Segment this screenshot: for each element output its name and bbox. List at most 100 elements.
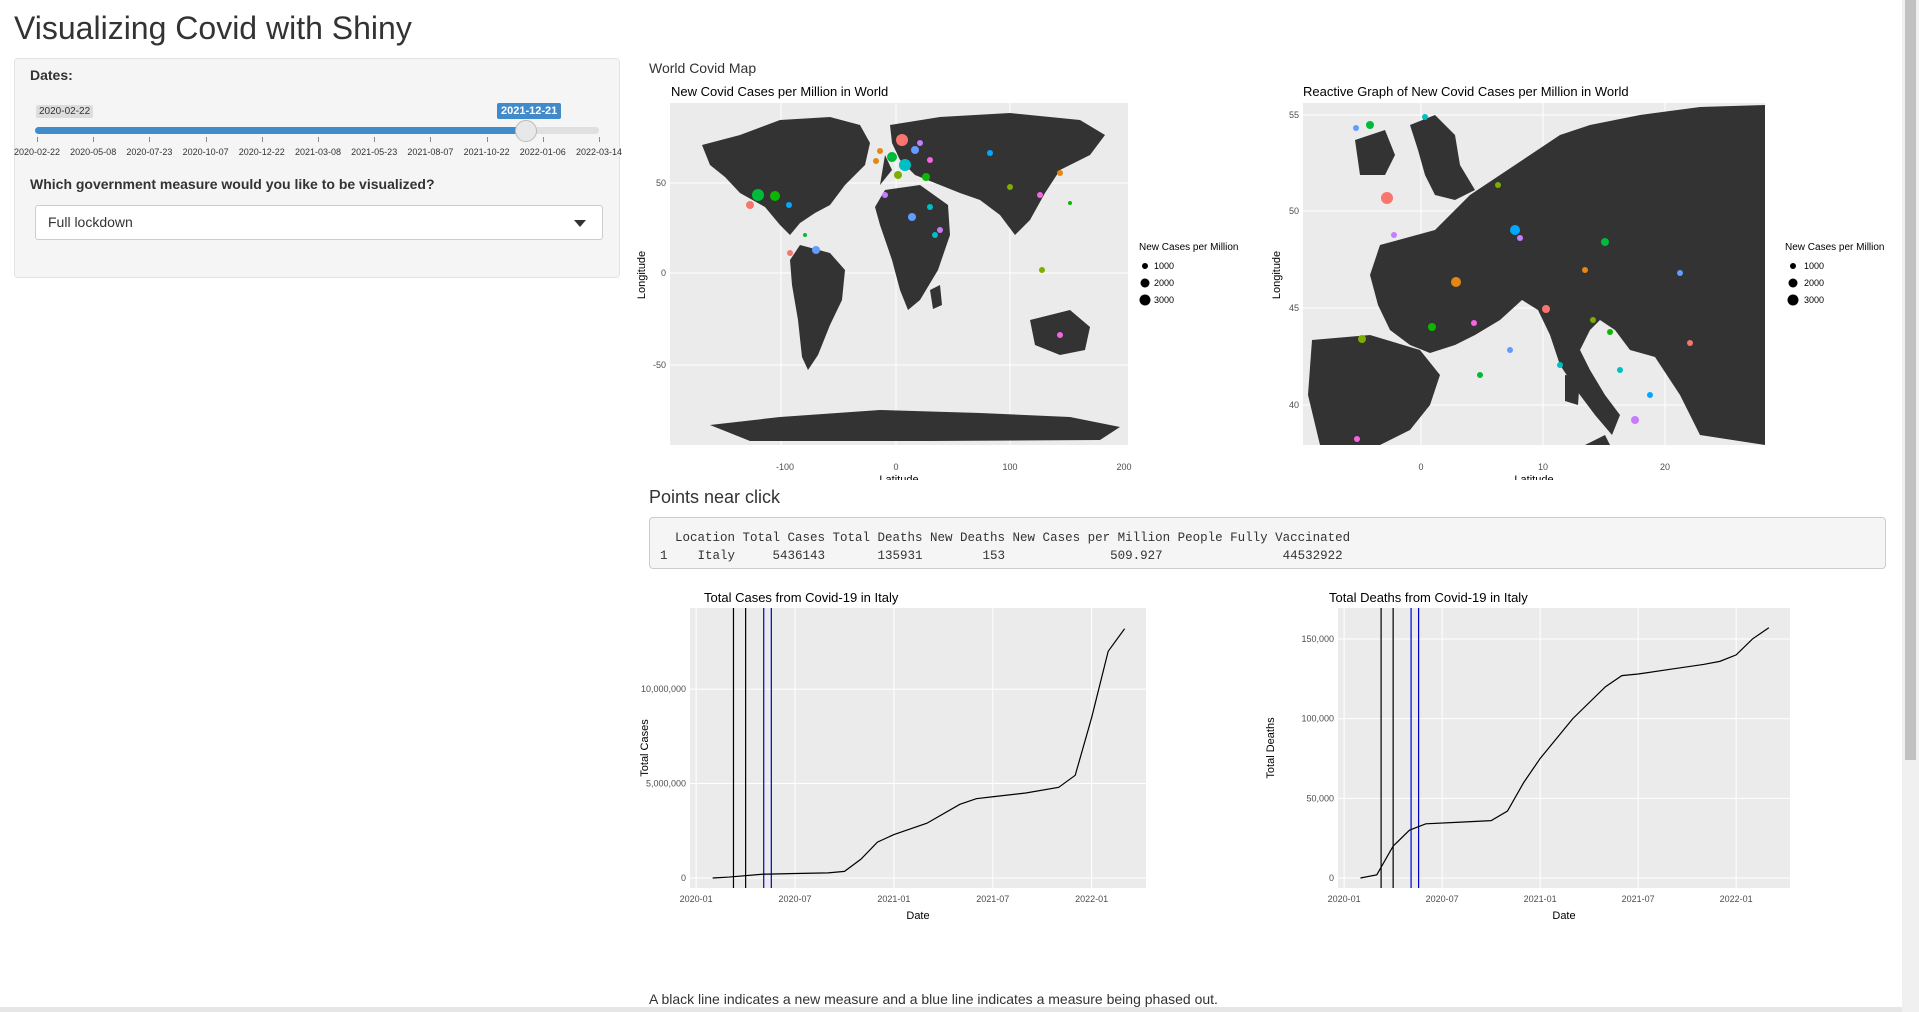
europe-xtick: 0 xyxy=(1418,462,1423,472)
footnote: A black line indicates a new measure and… xyxy=(649,991,1218,1007)
slider-tick-label: 2020-05-08 xyxy=(70,147,117,157)
legend-dot xyxy=(1142,263,1148,269)
europe-legend-item: 2000 xyxy=(1804,278,1824,288)
map-point xyxy=(911,146,919,154)
europe-landmass xyxy=(1308,105,1765,445)
map-point xyxy=(1517,235,1523,241)
slider-tick xyxy=(542,137,544,142)
x-tick-label: 2021-07 xyxy=(1622,894,1655,904)
world-xtick: 200 xyxy=(1116,462,1131,472)
map-point xyxy=(1422,114,1428,120)
cases-chart-title: Total Cases from Covid-19 in Italy xyxy=(704,590,899,605)
world-map-plot[interactable]: -100 0 100 200 50 0 -50 Latitude Longitu… xyxy=(630,95,1270,480)
map-point xyxy=(746,201,754,209)
world-axes: -100 0 100 200 50 0 -50 xyxy=(653,178,1132,472)
europe-axes: 0 10 20 55 50 45 40 xyxy=(1289,110,1670,472)
horizontal-scrollbar[interactable] xyxy=(0,1007,1902,1012)
map-point xyxy=(1647,392,1653,398)
slider-tick-label: 2020-02-22 xyxy=(13,147,61,157)
world-legend-title: New Cases per Million xyxy=(1139,242,1238,253)
world-xlabel: Latitude xyxy=(879,474,918,480)
slider-tick xyxy=(599,137,600,142)
chart-panel xyxy=(690,608,1146,888)
map-point xyxy=(932,232,938,238)
map-point xyxy=(908,213,916,221)
world-ytick: -50 xyxy=(653,360,666,370)
slider-tick xyxy=(486,137,488,142)
scrollbar-thumb[interactable] xyxy=(1905,0,1916,760)
map-point xyxy=(887,152,897,162)
map-point xyxy=(873,158,879,164)
y-tick-label: 150,000 xyxy=(1301,634,1334,644)
series-line xyxy=(712,628,1126,879)
x-tick-label: 2020-07 xyxy=(779,894,812,904)
map-point xyxy=(882,192,888,198)
world-data-points xyxy=(746,134,1072,338)
x-tick-label: 2020-01 xyxy=(680,894,713,904)
europe-xtick: 10 xyxy=(1538,462,1548,472)
y-axis-label: Total Cases xyxy=(639,719,651,777)
europe-plot-title: Reactive Graph of New Covid Cases per Mi… xyxy=(1303,84,1629,99)
map-point xyxy=(894,171,902,179)
x-tick-label: 2021-01 xyxy=(1524,894,1557,904)
legend-dot xyxy=(1140,278,1150,288)
series-line xyxy=(1360,627,1770,879)
map-point xyxy=(1590,317,1596,323)
slider-tick xyxy=(37,137,38,142)
map-point xyxy=(1037,192,1043,198)
x-tick-label: 2021-07 xyxy=(976,894,1009,904)
europe-map-plot[interactable]: 0 10 20 55 50 45 40 Latitude Longitude N… xyxy=(1260,95,1902,480)
map-point xyxy=(786,202,792,208)
x-tick-label: 2020-07 xyxy=(1426,894,1459,904)
slider-tick xyxy=(93,137,95,142)
world-xtick: -100 xyxy=(776,462,794,472)
y-tick-label: 100,000 xyxy=(1301,714,1334,724)
measure-label: Which government measure would you like … xyxy=(30,176,435,192)
slider-tick-label: 2021-10-22 xyxy=(463,147,510,157)
europe-legend-item: 3000 xyxy=(1804,295,1824,305)
map-point xyxy=(1542,305,1550,313)
slider-tick xyxy=(374,137,376,142)
points-table-header: Location Total Cases Total Deaths New De… xyxy=(660,531,1351,545)
map-point xyxy=(1477,372,1483,378)
map-point xyxy=(937,227,943,233)
measure-select[interactable]: Full lockdown xyxy=(35,205,603,240)
europe-legend-title: New Cases per Million xyxy=(1785,242,1884,253)
slider-tick-label: 2020-10-07 xyxy=(182,147,229,157)
map-point xyxy=(1068,201,1072,205)
slider-min-label: 2020-02-22 xyxy=(36,105,94,118)
slider-tick xyxy=(149,137,151,142)
map-point xyxy=(917,140,923,146)
map-point xyxy=(752,189,764,201)
world-landmass xyxy=(702,113,1120,441)
slider-tick-label: 2021-08-07 xyxy=(407,147,454,157)
world-ylabel: Longitude xyxy=(636,251,648,299)
slider-tick-label: 2022-03-14 xyxy=(575,147,623,157)
europe-ytick: 50 xyxy=(1289,206,1299,216)
map-point xyxy=(770,191,780,201)
europe-ytick: 40 xyxy=(1289,400,1299,410)
slider-tick xyxy=(318,137,319,142)
map-point xyxy=(1057,332,1063,338)
cases-chart[interactable]: 2020-01 2020-07 2021-01 2021-07 2022-01 0 5,00… xyxy=(630,600,1270,985)
deaths-chart-title: Total Deaths from Covid-19 in Italy xyxy=(1329,590,1528,605)
points-table-row: 1 Italy 5436143 135931 153 509.927 44532… xyxy=(660,549,1343,563)
map-point xyxy=(1507,347,1513,353)
map-point xyxy=(1353,125,1359,131)
y-tick-label: 10,000,000 xyxy=(641,684,686,694)
map-point xyxy=(927,204,933,210)
legend-dot xyxy=(1787,294,1799,306)
x-tick-label: 2020-01 xyxy=(1328,894,1361,904)
deaths-chart[interactable]: 2020-01 2020-07 2021-01 2021-07 2022-01 0 50,0… xyxy=(1260,600,1902,985)
slider-tick-label: 2020-07-23 xyxy=(126,147,173,157)
map-header: World Covid Map xyxy=(649,60,757,76)
slider-tick xyxy=(430,137,432,142)
y-tick-label: 5,000,000 xyxy=(646,779,686,789)
world-xtick: 100 xyxy=(1002,462,1017,472)
europe-data-points xyxy=(1353,114,1693,442)
points-table: Location Total Cases Total Deaths New De… xyxy=(649,517,1886,569)
map-point xyxy=(1451,277,1461,287)
map-point xyxy=(1428,323,1436,331)
world-ytick: 0 xyxy=(661,268,666,278)
slider-handle[interactable] xyxy=(515,120,537,142)
